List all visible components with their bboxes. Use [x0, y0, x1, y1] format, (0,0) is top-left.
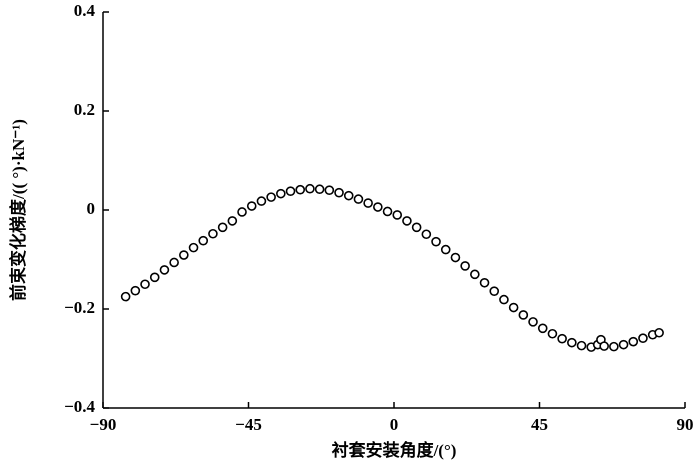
- data-point: [638, 333, 648, 344]
- data-point: [314, 184, 325, 195]
- data-point: [609, 341, 619, 352]
- data-point: [479, 277, 490, 288]
- data-point: [576, 340, 587, 351]
- data-point: [382, 206, 393, 217]
- y-tick-label: 0.4: [74, 1, 96, 20]
- data-point: [557, 333, 567, 344]
- y-tick-label: 0: [87, 199, 96, 218]
- data-point: [508, 302, 519, 313]
- y-tick-label: −0.4: [64, 397, 95, 416]
- x-tick-label: 0: [390, 415, 399, 434]
- data-point: [295, 184, 306, 195]
- data-point: [246, 201, 257, 211]
- data-point: [169, 257, 179, 268]
- data-point: [285, 186, 296, 196]
- data-point: [392, 210, 403, 220]
- data-point: [489, 286, 500, 296]
- data-point: [460, 261, 470, 271]
- data-point: [179, 250, 189, 260]
- data-point: [411, 222, 422, 233]
- data-point: [276, 188, 286, 199]
- data-point: [324, 185, 335, 195]
- data-point: [628, 336, 639, 347]
- data-point: [402, 216, 412, 226]
- x-tick-label: −90: [90, 415, 117, 434]
- data-point: [149, 272, 160, 283]
- data-point: [159, 265, 170, 275]
- data-point: [227, 216, 238, 226]
- x-tick-label: 45: [531, 415, 548, 434]
- data-point: [518, 310, 529, 320]
- x-tick-label: 90: [677, 415, 694, 434]
- data-point: [188, 242, 199, 253]
- data-point: [528, 317, 538, 327]
- data-point: [499, 294, 509, 305]
- y-axis-label: 前束变化梯度/(( °)·kN⁻¹): [8, 119, 28, 301]
- data-point: [305, 183, 315, 194]
- data-point: [618, 339, 629, 350]
- data-point: [431, 236, 441, 247]
- data-point: [256, 196, 267, 206]
- data-point: [130, 285, 141, 296]
- data-point: [266, 192, 276, 202]
- data-point: [334, 187, 344, 198]
- data-point: [208, 228, 218, 239]
- data-point: [547, 328, 558, 339]
- y-tick-label: 0.2: [74, 100, 95, 119]
- y-tick-label: −0.2: [64, 298, 95, 317]
- data-point: [440, 244, 451, 255]
- data-point: [120, 291, 131, 302]
- data-point: [421, 229, 432, 240]
- data-point: [353, 194, 364, 204]
- data-point: [363, 198, 373, 208]
- data-point: [450, 252, 461, 263]
- x-tick-label: −45: [235, 415, 262, 434]
- data-point: [654, 327, 664, 338]
- data-point: [470, 269, 480, 280]
- data-point: [140, 279, 150, 290]
- data-point: [373, 202, 383, 212]
- data-point: [537, 323, 548, 334]
- x-axis-label: 衬套安装角度/(°): [332, 440, 457, 460]
- data-point: [343, 190, 354, 201]
- data-point: [217, 222, 228, 233]
- data-point: [599, 341, 609, 351]
- data-point: [567, 337, 577, 348]
- data-point: [198, 235, 209, 246]
- data-point: [237, 207, 247, 217]
